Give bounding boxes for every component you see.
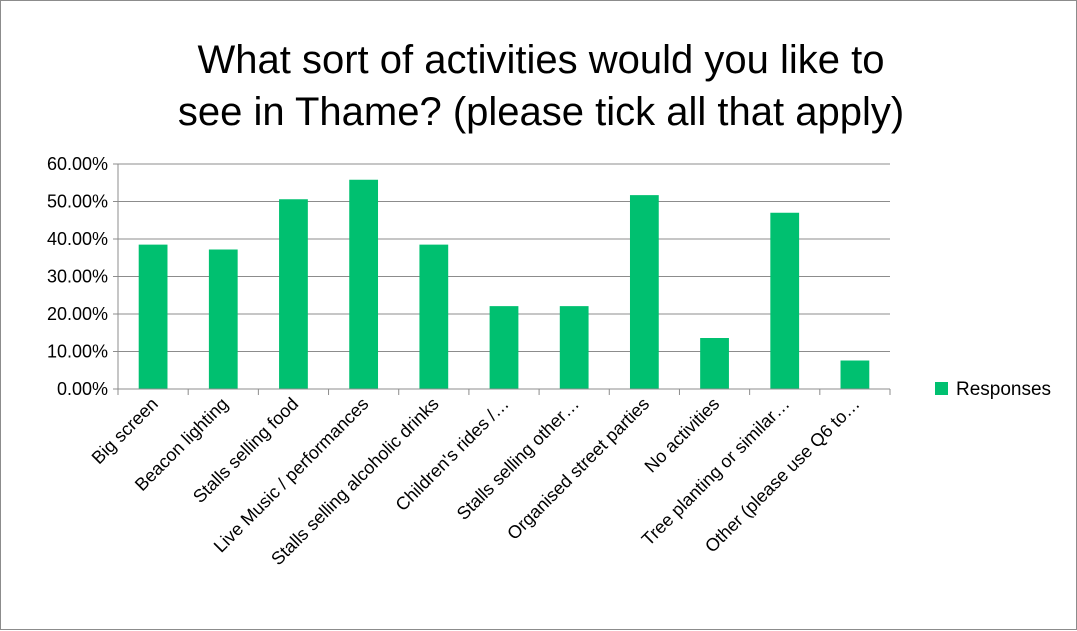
x-tick-label: Organised street parties [503,394,653,544]
bar [629,195,659,389]
bar [559,306,589,389]
chart-title-line-1: What sort of activities would you like t… [198,38,885,82]
legend: Responses [935,379,1051,400]
x-tick-label: Big screen [88,394,162,468]
y-tick-label: 30.00% [47,267,108,287]
bar [349,179,379,389]
y-tick-label: 0.00% [57,379,108,399]
x-tick-label: Stalls selling other… [453,394,583,524]
bar [138,244,168,389]
bar [279,199,308,389]
y-tick-label: 10.00% [47,342,108,362]
bar [700,338,729,389]
chart-title-line-2: see in Thame? (please tick all that appl… [178,90,904,134]
bars [138,179,870,389]
y-tick-label: 40.00% [47,229,108,249]
bar [489,306,519,389]
bar [208,249,238,389]
y-tick-label: 50.00% [47,192,108,212]
bar [840,360,870,389]
y-tick-label: 60.00% [47,154,108,174]
x-axis [117,164,891,395]
bar [419,244,449,389]
legend-swatch-responses [935,382,948,395]
x-tick-label: Tree planting or similar… [638,394,794,550]
y-tick-label: 20.00% [47,304,108,324]
legend-label-responses: Responses [956,379,1051,400]
y-axis-ticks: 0.00% 10.00% 20.00% 30.00% 40.00% 50.00% 60.00… [47,154,108,399]
bar [770,212,800,389]
